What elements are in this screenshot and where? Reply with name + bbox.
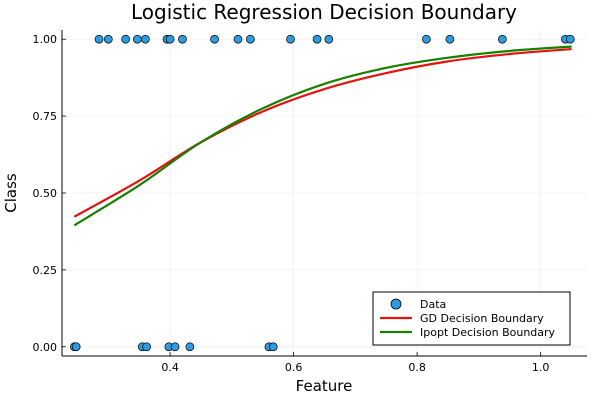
data-point: [268, 342, 278, 352]
x-axis-label: Feature: [296, 377, 353, 395]
y-tick-label: 0.25: [33, 264, 58, 277]
series-line-ipopt: [73, 45, 572, 227]
x-tick-label: 0.8: [408, 361, 426, 374]
data-point: [94, 34, 104, 44]
data-point: [210, 34, 219, 44]
data-point: [121, 34, 130, 44]
y-tick-label: 0.50: [33, 187, 58, 200]
x-tick-label: 0.4: [161, 361, 179, 374]
data-point: [178, 34, 187, 44]
y-tick-label: 0.00: [33, 341, 58, 354]
y-axis-label: Class: [2, 173, 20, 213]
x-tick-label: 1.0: [532, 361, 550, 374]
y-tick-label: 0.75: [33, 110, 58, 123]
data-point: [165, 34, 175, 44]
data-point: [103, 34, 113, 44]
data-point: [233, 34, 243, 44]
x-tick-label: 0.6: [285, 361, 303, 374]
tick-labels: 0.4 0.6 0.8 1.0 0.00 0.25 0.50 0.75 1.00: [33, 33, 550, 374]
chart-title: Logistic Regression Decision Boundary: [131, 0, 517, 24]
legend-label-data: Data: [420, 298, 446, 311]
data-point: [133, 34, 142, 44]
data-point: [170, 342, 180, 352]
data-point: [142, 342, 151, 352]
data-point: [312, 34, 322, 44]
data-point: [246, 34, 255, 44]
y-tick-label: 1.00: [33, 33, 58, 46]
data-point: [141, 34, 150, 44]
data-points: [70, 34, 575, 352]
data-point: [498, 34, 507, 44]
data-point: [286, 34, 295, 44]
legend-label-ipopt: Ipopt Decision Boundary: [420, 326, 556, 339]
legend: Data GD Decision Boundary Ipopt Decision…: [372, 291, 571, 346]
data-point: [71, 342, 81, 352]
data-point: [422, 34, 431, 44]
legend-marker-data: [390, 298, 402, 310]
data-point: [185, 342, 195, 352]
data-point: [324, 34, 334, 44]
legend-label-gd: GD Decision Boundary: [420, 312, 544, 325]
axes: [61, 30, 587, 357]
series-line-gd: [73, 47, 572, 218]
data-point: [565, 34, 575, 44]
series-lines: [73, 45, 572, 227]
data-point: [445, 34, 455, 44]
